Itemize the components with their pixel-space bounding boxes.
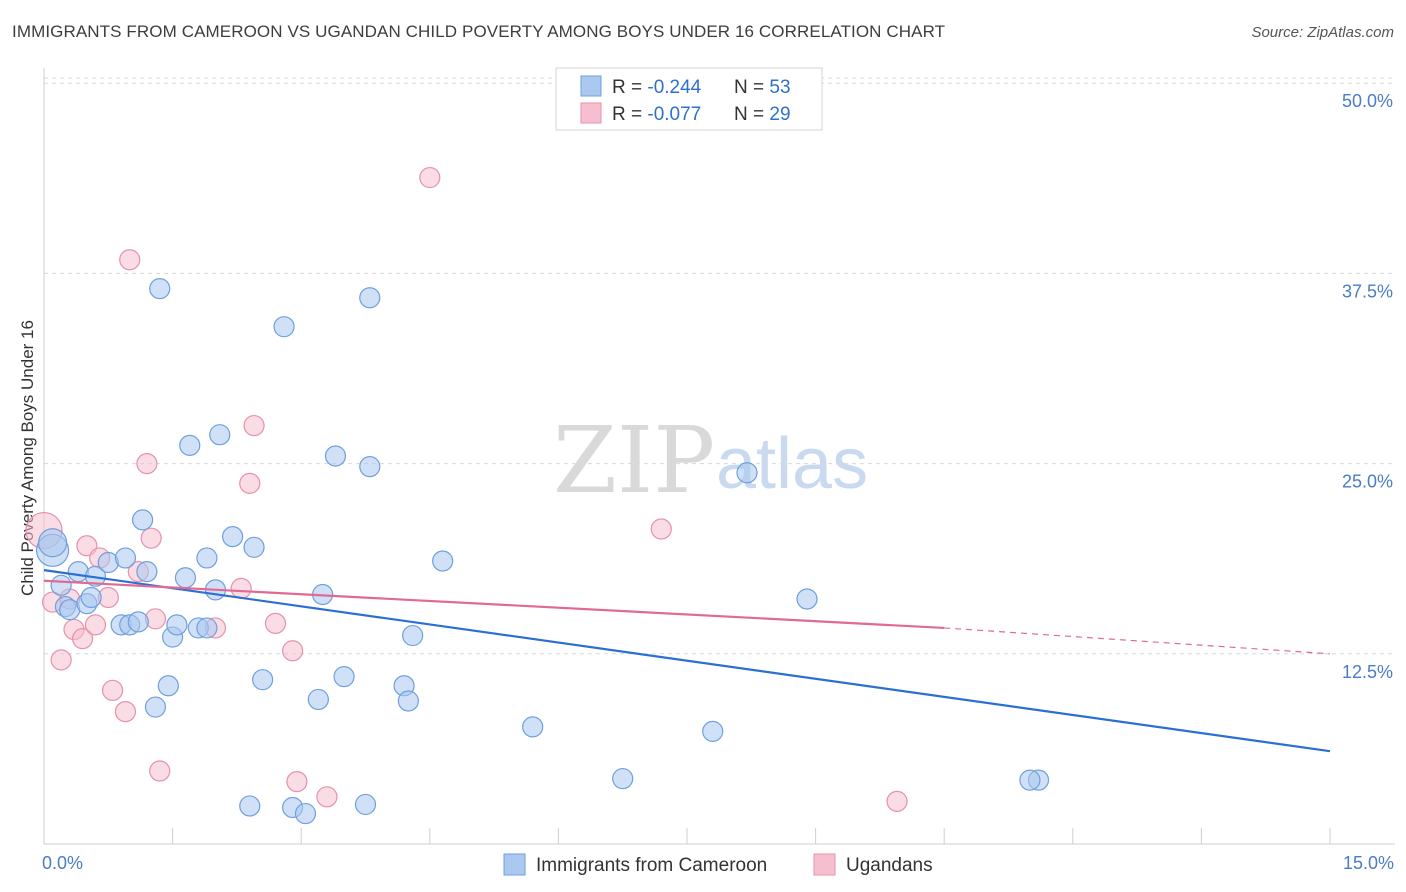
cameroon-point-22 xyxy=(179,434,201,456)
ugandans-point-23 xyxy=(282,640,304,662)
cameroon-point-21 xyxy=(174,567,197,589)
x-tick-label-min: 0.0% xyxy=(42,853,83,873)
ugandans-point-24 xyxy=(286,771,308,793)
series-legend-swatch-cameroon[interactable] xyxy=(503,853,526,876)
series-legend-label-ugandans[interactable]: Ugandans xyxy=(846,855,933,876)
cameroon-point-44 xyxy=(402,624,424,647)
ugandans-point-27 xyxy=(650,518,672,540)
ugandans-point-21 xyxy=(243,414,265,437)
series-legend-label-cameroon[interactable]: Immigrants from Cameroon xyxy=(536,855,767,876)
cameroon-point-24 xyxy=(196,617,218,639)
cameroon-point-28 xyxy=(222,526,244,548)
y-tick-label-0: 12.5% xyxy=(1342,662,1393,682)
ugandans-point-20 xyxy=(239,472,261,494)
trend-lines xyxy=(43,569,1331,753)
ugandans-point-2 xyxy=(50,649,72,671)
cameroon-point-25 xyxy=(196,547,218,569)
cameroon-point-38 xyxy=(333,666,355,688)
svg-text:R = -0.244: R = -0.244 xyxy=(612,77,702,98)
cameroon-point-16 xyxy=(144,696,167,718)
series-legend: Immigrants from Cameroon Ugandans xyxy=(503,853,933,876)
cameroon-point-49 xyxy=(736,462,758,484)
cameroon-point-2 xyxy=(50,574,72,596)
legend-n-value-ugandans: 29 xyxy=(769,104,790,125)
y-tick-label-2: 37.5% xyxy=(1342,281,1393,301)
cameroon-point-17 xyxy=(149,278,171,300)
y-tick-label-1: 25.0% xyxy=(1342,472,1393,492)
y-tick-labels: 12.5% 25.0% 37.5% 50.0% xyxy=(1342,91,1393,682)
legend-swatch-ugandans xyxy=(580,102,602,124)
legend-n-label-cameroon: N = xyxy=(734,77,769,98)
cameroon-point-29 xyxy=(239,795,261,817)
cameroon-point-18 xyxy=(157,675,179,697)
cameroon-point-11 xyxy=(114,547,137,569)
ugandans-point-7 xyxy=(84,614,107,636)
cameroon-point-40 xyxy=(359,456,381,478)
legend-n-value-cameroon: 53 xyxy=(769,77,790,98)
cameroon-point-7 xyxy=(80,586,102,609)
cameroon-point-45 xyxy=(432,550,454,572)
y-axis-label: Child Poverty Among Boys Under 16 xyxy=(18,320,37,596)
cameroon-point-31 xyxy=(252,669,274,691)
cameroon-point-47 xyxy=(612,767,634,790)
watermark: ZIP atlas xyxy=(553,407,868,514)
x-axis-ticks xyxy=(43,828,1331,844)
cameroon-point-13 xyxy=(127,611,149,633)
cameroon-point-43 xyxy=(397,690,419,712)
cameroon-point-14 xyxy=(131,509,154,531)
correlation-legend: R = -0.244 N = 53 R = -0.077 N = 29 xyxy=(555,67,823,131)
ugandans-point-25 xyxy=(316,786,338,808)
ugandans-point-19 xyxy=(230,577,252,599)
y-tick-label-3: 50.0% xyxy=(1342,91,1393,111)
ugandans-point-15 xyxy=(140,527,162,549)
ugandans-point-11 xyxy=(114,701,137,723)
cameroon-point-30 xyxy=(243,536,265,558)
legend-swatch-cameroon xyxy=(580,75,602,97)
cameroon-point-50 xyxy=(796,588,818,610)
svg-text:R = -0.077: R = -0.077 xyxy=(612,104,701,125)
legend-r-label-cameroon: R = xyxy=(612,77,647,98)
legend-n-label-ugandans: N = xyxy=(734,104,769,125)
cameroon-point-15 xyxy=(136,561,158,583)
chart-title: IMMIGRANTS FROM CAMEROON VS UGANDAN CHIL… xyxy=(12,22,946,41)
ugandans-point-17 xyxy=(149,760,171,782)
cameroon-point-35 xyxy=(307,688,329,711)
cameroon-point-41 xyxy=(359,287,381,309)
cameroon-point-37 xyxy=(324,445,347,467)
svg-text:N = 53: N = 53 xyxy=(734,77,791,98)
source-credit: Source: ZipAtlas.com xyxy=(1251,24,1394,41)
cameroon-point-46 xyxy=(522,716,544,738)
x-tick-label-max: 15.0% xyxy=(1343,853,1394,873)
grid-lines xyxy=(44,77,1395,655)
ugandans-point-26 xyxy=(419,166,441,189)
watermark-zip: ZIP xyxy=(553,407,715,514)
trend-line-cameroon xyxy=(43,569,1331,753)
cameroon-point-34 xyxy=(294,802,317,825)
svg-text:N = 29: N = 29 xyxy=(734,104,791,125)
ugandans-point-6 xyxy=(76,535,98,557)
cameroon-point-48 xyxy=(702,720,724,743)
cameroon-point-27 xyxy=(209,424,231,446)
cameroon-point-39 xyxy=(354,793,377,816)
cameroon-point-32 xyxy=(273,316,295,338)
ugandans-point-5 xyxy=(71,627,94,650)
series-legend-swatch-ugandans[interactable] xyxy=(813,853,836,876)
legend-r-value-cameroon: -0.244 xyxy=(647,77,701,98)
ugandans-point-28 xyxy=(886,790,908,812)
series-cameroon-points xyxy=(35,278,1050,825)
legend-r-label-ugandans: R = xyxy=(612,104,647,125)
ugandans-point-14 xyxy=(136,453,158,475)
trend-line-ugandans xyxy=(43,579,945,630)
ugandans-point-10 xyxy=(101,679,124,701)
cameroon-point-52 xyxy=(1019,769,1041,791)
trend-line-ugandans-extension xyxy=(944,627,1331,655)
ugandans-point-22 xyxy=(264,612,287,634)
cameroon-point-1 xyxy=(37,528,68,558)
cameroon-point-20 xyxy=(166,614,188,636)
ugandans-point-12 xyxy=(119,249,141,271)
legend-r-value-ugandans: -0.077 xyxy=(647,104,701,125)
